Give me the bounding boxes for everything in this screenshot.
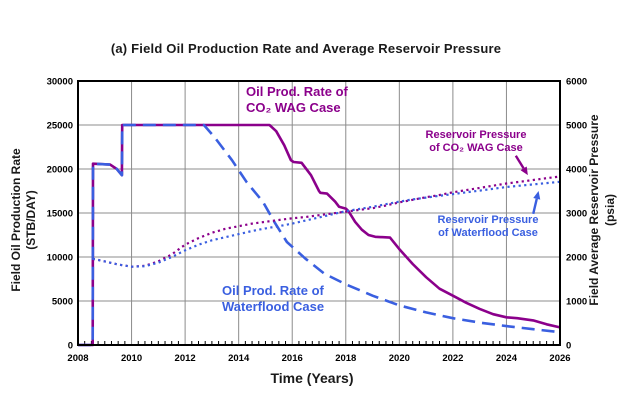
x-tick-label: 2016 [282,353,303,364]
series-reservoir-pressure-of-waterflood-case [92,180,561,268]
y-right-tick-label: 2000 [566,253,587,264]
y-axis-left-title-line1: Field Oil Production Rate [9,148,23,292]
figure-title: (a) Field Oil Production Rate and Averag… [110,41,502,56]
series-oil-prod-rate-of-waterflood-case [78,123,561,347]
y-left-tick-label: 20000 [47,165,73,176]
arrow-to-wag-pressure-head-icon [520,166,528,176]
y-axis-left-title: Field Oil Production Rate (STB/DAY) [9,85,39,355]
annotation-oil-rate-co2-wag-line1: Oil Prod. Rate of [246,84,348,99]
x-tick-label: 2010 [121,353,142,364]
y-axis-left-title-line2: (STB/DAY) [24,190,38,250]
series-reservoir-pressure-of-co2-wag-case [92,175,561,268]
x-tick-label: 2012 [175,353,196,364]
y-left-tick-label: 25000 [47,121,73,132]
annotation-pressure-co2-wag-line1: Reservoir Pressure [425,129,527,141]
annotation-oil-rate-waterflood: Oil Prod. Rate of Waterflood Case [222,283,324,315]
arrow-to-waterflood-pressure-head-icon [533,191,541,200]
annotation-oil-rate-waterflood-line1: Oil Prod. Rate of [222,283,324,298]
y-right-tick-label: 5000 [566,121,587,132]
annotation-oil-rate-co2-wag-line2: CO₂ WAG Case [246,100,341,115]
x-axis-title: Time (Years) [270,370,354,386]
x-tick-label: 2008 [67,353,88,364]
plot-border [77,80,561,346]
y-left-tick-label: 15000 [47,209,73,220]
x-tick-label: 2026 [549,353,570,364]
annotation-oil-rate-waterflood-line2: Waterflood Case [222,299,325,314]
x-tick-label: 2014 [228,353,250,364]
x-tick-label: 2022 [442,353,463,364]
x-tick-label: 2020 [389,353,410,364]
annotation-pressure-co2-wag-line2: of CO₂ WAG Case [429,142,523,154]
y-axis-right-title-line2: (psia) [603,194,617,227]
arrow-to-waterflood-pressure [532,198,538,215]
y-right-tick-label: 6000 [566,77,587,88]
y-left-tick-label: 5000 [52,297,73,308]
y-axis-right-title: Field Average Reservoir Pressure (psia) [586,75,618,345]
annotation-pressure-waterflood-line2: of Waterflood Case [438,227,538,239]
x-tick-label: 2018 [335,353,356,364]
x-tick-label: 2024 [496,353,518,364]
y-right-tick-label: 3000 [566,209,587,220]
y-axis-right-title-line1: Field Average Reservoir Pressure [587,114,601,306]
arrow-to-wag-pressure [514,155,525,170]
y-left-tick-label: 30000 [47,77,73,88]
y-left-tick-label: 0 [68,341,73,352]
y-right-tick-label: 1000 [566,297,587,308]
y-right-tick-label: 4000 [566,165,587,176]
y-right-tick-label: 0 [566,341,571,352]
annotation-pressure-co2-wag: Reservoir Pressure of CO₂ WAG Case [416,129,536,155]
annotation-pressure-waterflood: Reservoir Pressure of Waterflood Case [428,214,548,240]
annotation-oil-rate-co2-wag: Oil Prod. Rate of CO₂ WAG Case [246,84,348,116]
y-left-tick-label: 10000 [47,253,73,264]
annotation-pressure-waterflood-line1: Reservoir Pressure [437,214,539,226]
